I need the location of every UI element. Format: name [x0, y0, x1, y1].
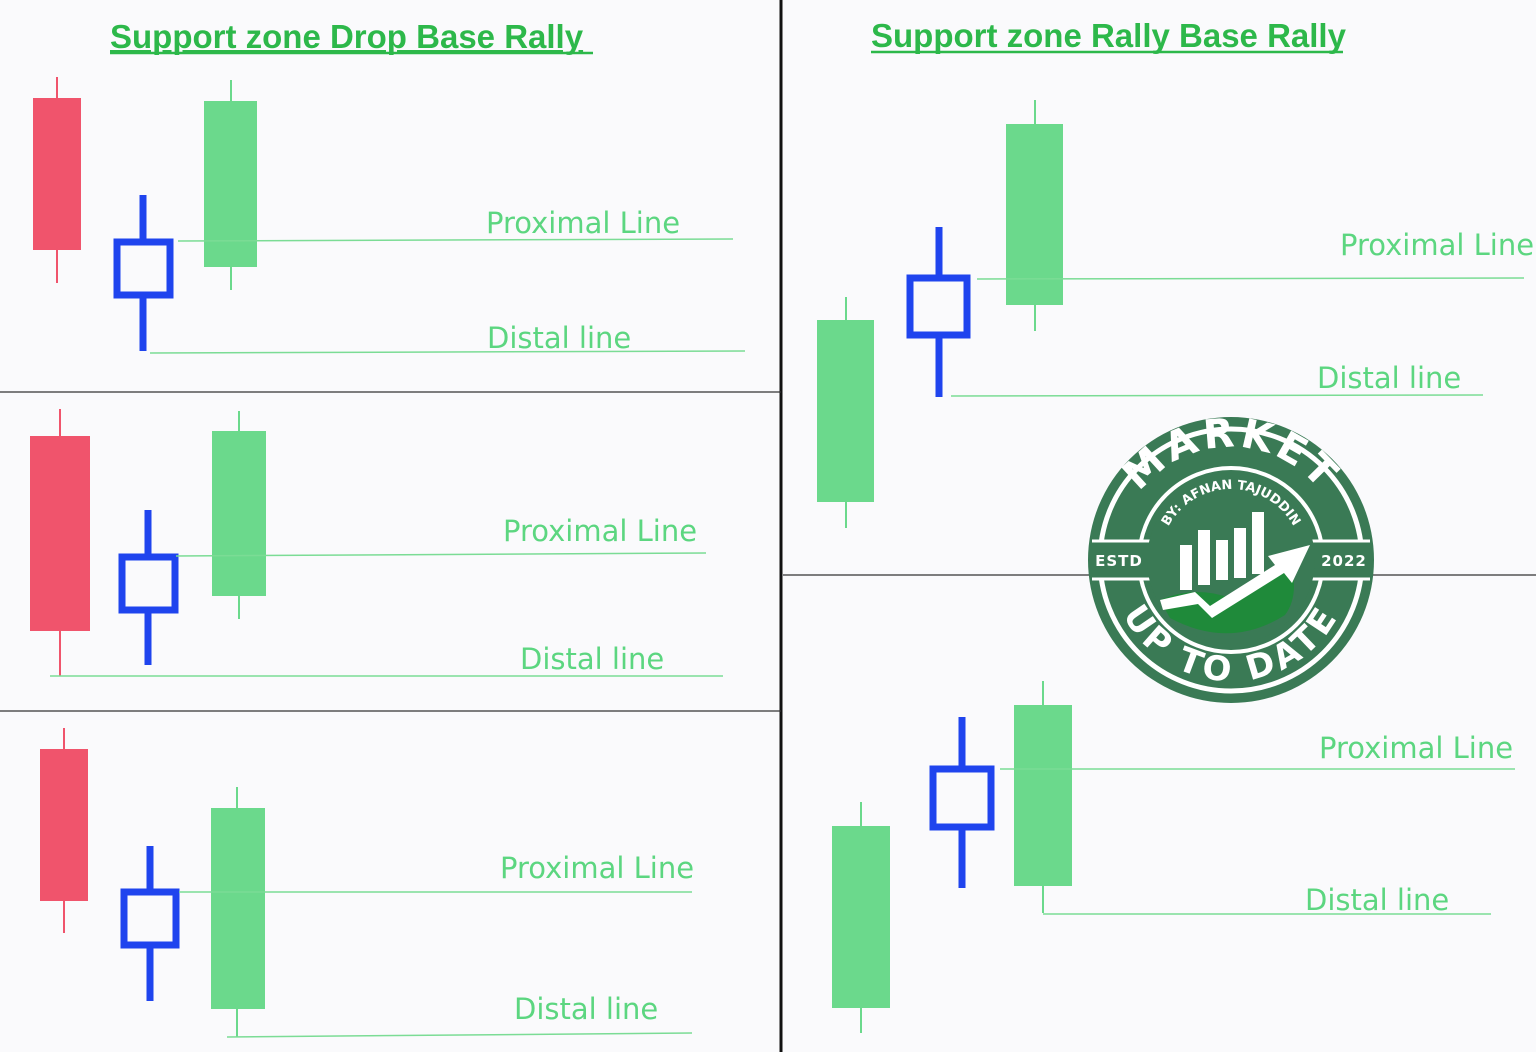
proximal-line — [175, 552, 707, 557]
logo-bar-icon — [1180, 545, 1192, 590]
bullish-candle-first — [817, 320, 874, 502]
panel-drop-base-rally-3: Proximal Line Distal line — [40, 728, 694, 1038]
logo-right-text: 2022 — [1321, 552, 1367, 570]
distal-label: Distal line — [520, 642, 664, 676]
panel-drop-base-rally-1: Proximal Line Distal line — [33, 77, 746, 355]
right-title: Support zone Rally Base Rally — [871, 17, 1347, 54]
bullish-candle — [211, 808, 265, 1009]
proximal-label: Proximal Line — [503, 514, 697, 548]
proximal-line — [976, 277, 1525, 280]
logo-bar-icon — [1252, 512, 1264, 574]
panel-drop-base-rally-2: Proximal Line Distal line — [30, 409, 723, 677]
market-up-to-date-logo: MARKET BY: AFNAN TAJUDDIN UP TO DATE EST… — [1088, 410, 1374, 703]
logo-bar-icon — [1234, 528, 1246, 578]
bullish-candle — [212, 431, 266, 596]
distal-line — [950, 394, 1484, 397]
logo-bar-icon — [1198, 530, 1210, 585]
bullish-candle-first — [832, 826, 890, 1008]
proximal-label: Proximal Line — [1340, 228, 1534, 262]
logo-green-hill-icon — [1160, 560, 1294, 634]
distal-line — [226, 1032, 693, 1038]
proximal-label: Proximal Line — [1319, 731, 1513, 765]
logo-arrow-icon — [1160, 545, 1310, 618]
bearish-candle — [30, 436, 90, 631]
base-candle — [906, 274, 971, 339]
base-candle — [929, 765, 995, 831]
bearish-candle — [33, 98, 81, 250]
distal-line — [149, 350, 746, 354]
base-candle — [113, 238, 174, 299]
proximal-line — [177, 238, 734, 242]
left-title: Support zone Drop Base Rally — [110, 18, 584, 55]
logo-bar-icon — [1216, 540, 1228, 580]
distal-label: Distal line — [487, 321, 631, 355]
bullish-candle — [204, 101, 257, 267]
base-candle — [118, 553, 179, 614]
bullish-candle-second — [1014, 705, 1072, 886]
distal-label: Distal line — [514, 992, 658, 1026]
bullish-candle-second — [1006, 124, 1063, 305]
proximal-label: Proximal Line — [500, 851, 694, 885]
proximal-label: Proximal Line — [486, 206, 680, 240]
logo-left-text: ESTD — [1095, 552, 1143, 570]
distal-label: Distal line — [1317, 361, 1461, 395]
base-candle — [120, 888, 180, 949]
bearish-candle — [40, 749, 88, 901]
panel-rally-base-rally-2: Proximal Line Distal line — [832, 681, 1515, 1033]
distal-label: Distal line — [1305, 883, 1449, 917]
panel-rally-base-rally-1: Proximal Line Distal line — [817, 100, 1534, 528]
